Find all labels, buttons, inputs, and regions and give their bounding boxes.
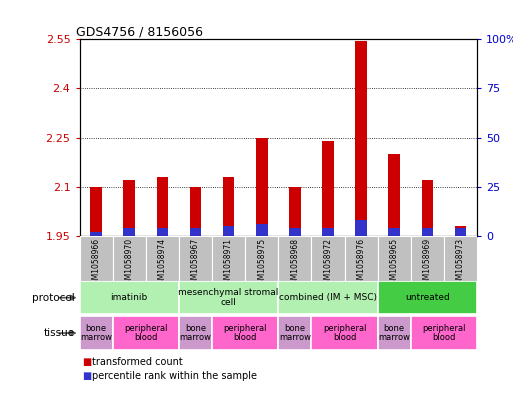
Bar (322, 141, 334, 236)
Text: peripheral
blood: peripheral blood (224, 324, 267, 342)
Text: percentile rank within the sample: percentile rank within the sample (92, 371, 258, 381)
Bar (289, 187, 301, 236)
Bar (311, 236, 345, 281)
Bar (190, 187, 201, 236)
Bar (356, 220, 367, 236)
Text: bone
marrow: bone marrow (180, 324, 211, 342)
Bar (212, 316, 278, 350)
Bar (245, 236, 278, 281)
Bar (113, 236, 146, 281)
Bar (146, 236, 179, 281)
Bar (212, 236, 245, 281)
Text: tissue: tissue (43, 328, 74, 338)
Bar (80, 281, 179, 314)
Bar (190, 228, 201, 236)
Text: GSM1058971: GSM1058971 (224, 238, 233, 289)
Bar (156, 228, 168, 236)
Bar (223, 177, 234, 236)
Text: GSM1058969: GSM1058969 (423, 238, 432, 289)
Bar (124, 180, 135, 236)
Bar (455, 228, 466, 236)
Bar (256, 224, 268, 236)
Text: peripheral
blood: peripheral blood (124, 324, 168, 342)
Text: GSM1058968: GSM1058968 (290, 238, 300, 289)
Bar (378, 281, 477, 314)
Bar (113, 316, 179, 350)
Text: combined (IM + MSC): combined (IM + MSC) (279, 293, 377, 302)
Bar (388, 228, 400, 236)
Text: GSM1058965: GSM1058965 (390, 238, 399, 289)
Text: GDS4756 / 8156056: GDS4756 / 8156056 (75, 25, 203, 38)
Text: bone
marrow: bone marrow (378, 324, 410, 342)
Text: ■: ■ (82, 371, 91, 381)
Bar (378, 316, 411, 350)
Text: bone
marrow: bone marrow (80, 324, 112, 342)
Bar (256, 138, 268, 236)
Bar (356, 41, 367, 236)
Bar (444, 236, 477, 281)
Text: transformed count: transformed count (92, 356, 183, 367)
Bar (179, 281, 278, 314)
Text: GSM1058972: GSM1058972 (324, 238, 332, 289)
Bar (422, 180, 433, 236)
Bar (411, 316, 477, 350)
Bar (90, 232, 102, 236)
Bar (278, 236, 311, 281)
Bar (455, 226, 466, 236)
Bar (278, 281, 378, 314)
Text: untreated: untreated (405, 293, 450, 302)
Text: GSM1058967: GSM1058967 (191, 238, 200, 289)
Bar (411, 236, 444, 281)
Bar (322, 228, 334, 236)
Bar (388, 154, 400, 236)
Text: GSM1058974: GSM1058974 (158, 238, 167, 289)
Bar (278, 316, 311, 350)
Text: GSM1058976: GSM1058976 (357, 238, 366, 289)
Bar (179, 236, 212, 281)
Text: mesenchymal stromal
cell: mesenchymal stromal cell (179, 288, 279, 307)
Text: GSM1058966: GSM1058966 (92, 238, 101, 289)
Text: protocol: protocol (32, 293, 74, 303)
Bar (124, 228, 135, 236)
Bar (223, 226, 234, 236)
Bar (90, 187, 102, 236)
Text: peripheral
blood: peripheral blood (323, 324, 366, 342)
Bar (80, 316, 113, 350)
Text: ■: ■ (82, 356, 91, 367)
Bar (179, 316, 212, 350)
Text: peripheral
blood: peripheral blood (422, 324, 466, 342)
Text: GSM1058973: GSM1058973 (456, 238, 465, 289)
Bar (289, 228, 301, 236)
Bar (378, 236, 411, 281)
Text: imatinib: imatinib (111, 293, 148, 302)
Bar (422, 228, 433, 236)
Bar (156, 177, 168, 236)
Text: GSM1058970: GSM1058970 (125, 238, 134, 289)
Bar (345, 236, 378, 281)
Bar (311, 316, 378, 350)
Text: GSM1058975: GSM1058975 (257, 238, 266, 289)
Text: bone
marrow: bone marrow (279, 324, 311, 342)
Bar (80, 236, 113, 281)
